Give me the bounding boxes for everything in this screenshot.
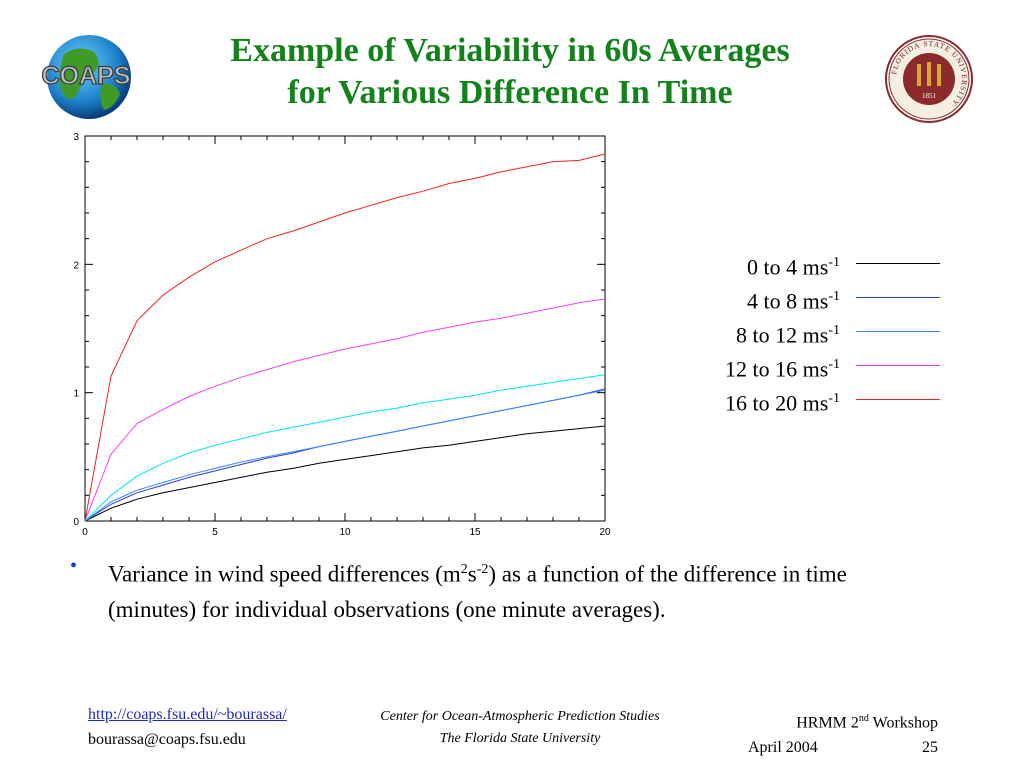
- tick-labels: 0 5 10 15 20 0 1 2 3: [73, 132, 611, 538]
- legend-item-4-8: 4 to 8 ms-1: [690, 282, 950, 316]
- series-line-0: [84, 425, 606, 522]
- footer-center-line-1: Center for Ocean-Atmospheric Prediction …: [380, 709, 660, 724]
- series-line-5: [84, 153, 606, 522]
- variance-line-chart: 0 5 10 15 20 0 1 2 3: [73, 132, 611, 538]
- y-tick-label: 3: [73, 132, 79, 143]
- y-tick-label: 1: [73, 389, 79, 400]
- legend-item-16-20: 16 to 20 ms-1: [690, 384, 950, 418]
- footer-institution: Center for Ocean-Atmospheric Prediction …: [340, 706, 700, 750]
- footer-website-link[interactable]: http://coaps.fsu.edu/~bourassa/: [88, 706, 287, 723]
- footer-workshop-name: HRMM 2nd Workshop: [796, 713, 938, 732]
- footer-email: bourassa@coaps.fsu.edu: [88, 731, 246, 748]
- series-line-4: [84, 298, 606, 522]
- slide-title-line-2: for Various Difference In Time: [287, 74, 733, 111]
- series-line-1: [84, 388, 606, 522]
- legend-swatch: [856, 263, 940, 264]
- legend-label: 16 to 20 ms-1: [725, 390, 840, 416]
- legend-swatch: [856, 331, 940, 332]
- x-tick-label: 0: [82, 527, 88, 538]
- series-line-2: [84, 389, 606, 522]
- footer-workshop-info: HRMM 2nd Workshop April 2004 25: [748, 706, 938, 760]
- y-tick-label: 2: [73, 260, 79, 271]
- footer-date-page: April 2004 25: [748, 735, 938, 760]
- footer-page-number: 25: [922, 739, 938, 757]
- footer-center-line-2: The Florida State University: [439, 731, 601, 746]
- legend-label: 4 to 8 ms-1: [747, 288, 840, 314]
- coaps-logo: COAPS: [41, 35, 131, 119]
- fsu-seal-year: 1851: [922, 92, 937, 100]
- footer-date: April 2004: [748, 739, 818, 757]
- series-line-3: [84, 374, 606, 522]
- x-tick-label: 5: [212, 527, 218, 538]
- coaps-logo-text: COAPS: [42, 62, 131, 90]
- chart-legend: 0 to 4 ms-1 4 to 8 ms-1 8 to 12 ms-1 12 …: [690, 248, 950, 418]
- slide-title: Example of Variability in 60s Averages f…: [160, 30, 860, 114]
- legend-swatch: [856, 399, 940, 400]
- bullet-marker: •: [70, 555, 78, 577]
- series-lines: [84, 153, 606, 522]
- legend-swatch: [856, 297, 940, 298]
- x-tick-label: 20: [599, 527, 611, 538]
- x-tick-label: 15: [469, 527, 481, 538]
- legend-label: 12 to 16 ms-1: [725, 356, 840, 382]
- fsu-seal-logo: FLORIDA STATE UNIVERSITY 1851: [885, 35, 973, 123]
- slide-title-line-1: Example of Variability in 60s Averages: [230, 32, 790, 69]
- legend-item-0-4: 0 to 4 ms-1: [690, 248, 950, 282]
- x-tick-label: 10: [339, 527, 351, 538]
- legend-item-8-12: 8 to 12 ms-1: [690, 316, 950, 350]
- legend-label: 8 to 12 ms-1: [736, 322, 840, 348]
- legend-label: 0 to 4 ms-1: [747, 254, 840, 280]
- chart-caption: Variance in wind speed differences (m2s-…: [108, 561, 847, 622]
- legend-item-12-16: 12 to 16 ms-1: [690, 350, 950, 384]
- y-tick-label: 0: [73, 517, 79, 528]
- legend-swatch: [856, 365, 940, 366]
